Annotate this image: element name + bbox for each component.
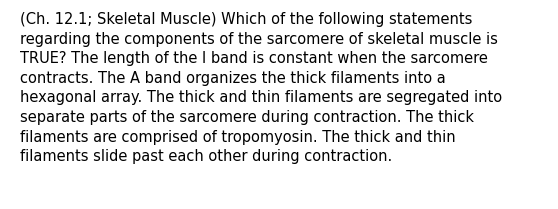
Text: (Ch. 12.1; Skeletal Muscle) Which of the following statements
regarding the comp: (Ch. 12.1; Skeletal Muscle) Which of the…	[21, 12, 503, 164]
